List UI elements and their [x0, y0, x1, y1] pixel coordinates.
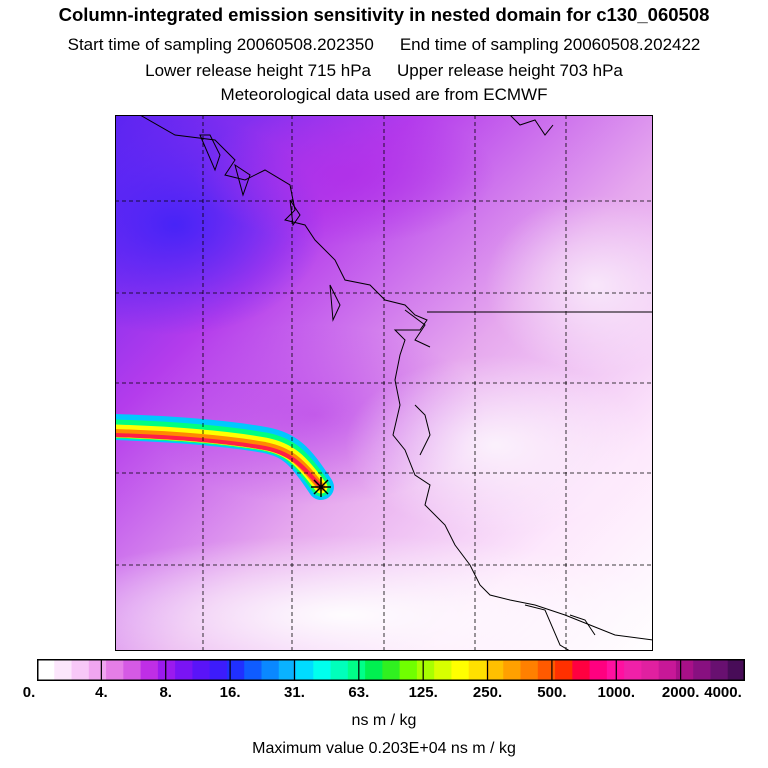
colorbar-swatch — [261, 659, 280, 681]
sensitivity-map — [115, 115, 653, 651]
coastline — [139, 115, 653, 651]
colorbar-swatch — [278, 659, 297, 681]
colorbar-swatch — [313, 659, 332, 681]
colorbar-swatch — [192, 659, 211, 681]
low-sensitivity-region-e — [345, 355, 645, 535]
colorbar-swatch — [157, 659, 176, 681]
mid-sensitivity-region — [195, 115, 495, 245]
colorbar-swatch — [624, 659, 642, 681]
colorbar-swatch — [140, 659, 159, 681]
colorbar-swatch — [537, 659, 556, 681]
colorbar-swatch — [675, 659, 694, 681]
colorbar-tick-label: 250. — [472, 684, 503, 701]
colorbar-swatch — [520, 659, 539, 681]
colorbar-swatch — [485, 659, 504, 681]
colorbar-tick-label: 125. — [408, 684, 438, 701]
colorbar-swatch — [106, 659, 124, 681]
colorbar-swatch — [416, 659, 435, 681]
colorbar-swatch — [468, 659, 487, 681]
colorbar-tick-label: 500. — [537, 684, 567, 701]
plot-title: Column-integrated emission sensitivity i… — [58, 4, 710, 25]
release-heights: Lower release height 715 hPa Upper releas… — [0, 61, 768, 81]
lat-lon-grid — [115, 115, 653, 651]
star-marker — [311, 477, 331, 497]
colorbar-swatch — [365, 659, 383, 681]
colorbar-swatch — [710, 659, 729, 681]
sampling-times: Start time of sampling 20060508.202350 En… — [0, 35, 768, 55]
colorbar-swatch — [37, 659, 55, 681]
colorbar-swatch — [54, 659, 73, 681]
met-data-label: Meteorological data used are from ECMWF — [220, 85, 548, 104]
colorbar-tick-label: 16. — [219, 684, 241, 701]
colorbar-swatch — [123, 659, 142, 681]
colorbar-tick-label: 31. — [284, 684, 305, 701]
colorbar-swatch — [175, 659, 193, 681]
colorbar-swatch — [589, 659, 608, 681]
colorbar-swatch — [555, 659, 573, 681]
colorbar-swatch — [399, 659, 418, 681]
maximum-value-label: Maximum value 0.203E+04 ns m / kg — [252, 740, 516, 757]
colorbar-tick-labels: 0. 4. 8. 16. 31. 63. 125. 250. 500. 1000. 2000. 400… — [0, 684, 768, 706]
colorbar-tick-label: 0. — [22, 684, 36, 701]
colorbar-swatch — [727, 659, 745, 681]
colorbar-swatch — [658, 659, 677, 681]
colorbar-swatch — [226, 659, 245, 681]
colorbar-swatch — [382, 659, 401, 681]
colorbar-swatch — [244, 659, 262, 681]
colorbar-swatch — [296, 659, 314, 681]
colorbar-tick-label: 4. — [95, 684, 108, 701]
colorbar-swatch — [693, 659, 711, 681]
colorbar-units: ns m / kg — [351, 712, 417, 729]
start-time-label: Start time of sampling 20060508.202350 — [67, 35, 374, 54]
colorbar-swatch — [209, 659, 228, 681]
colorbar-swatch — [434, 659, 452, 681]
end-time-label: End time of sampling 20060508.202422 — [399, 35, 701, 54]
colorbar-swatch — [641, 659, 660, 681]
lower-release-label: Lower release height 715 hPa — [145, 61, 371, 80]
colorbar-swatch — [88, 659, 107, 681]
colorbar-tick-label: 4000. — [704, 684, 742, 701]
colorbar-tick-label: 63. — [348, 684, 370, 701]
colorbar — [37, 659, 745, 681]
low-sensitivity-region-ne — [485, 195, 653, 375]
colorbar-frame — [37, 659, 745, 681]
upper-release-label: Upper release height 703 hPa — [397, 61, 623, 80]
plume-trajectory — [115, 414, 334, 500]
colorbar-swatch — [330, 659, 349, 681]
colorbar-tick-label: 1000. — [597, 684, 636, 701]
colorbar-tick-label: 2000. — [661, 684, 700, 701]
map-frame — [115, 115, 653, 651]
colorbar-swatch — [347, 659, 366, 681]
colorbar-swatch — [71, 659, 90, 681]
colorbar-swatch — [572, 659, 591, 681]
colorbar-tick-label: 8. — [159, 684, 172, 701]
colorbar-swatch — [451, 659, 470, 681]
colorbar-swatch — [503, 659, 522, 681]
